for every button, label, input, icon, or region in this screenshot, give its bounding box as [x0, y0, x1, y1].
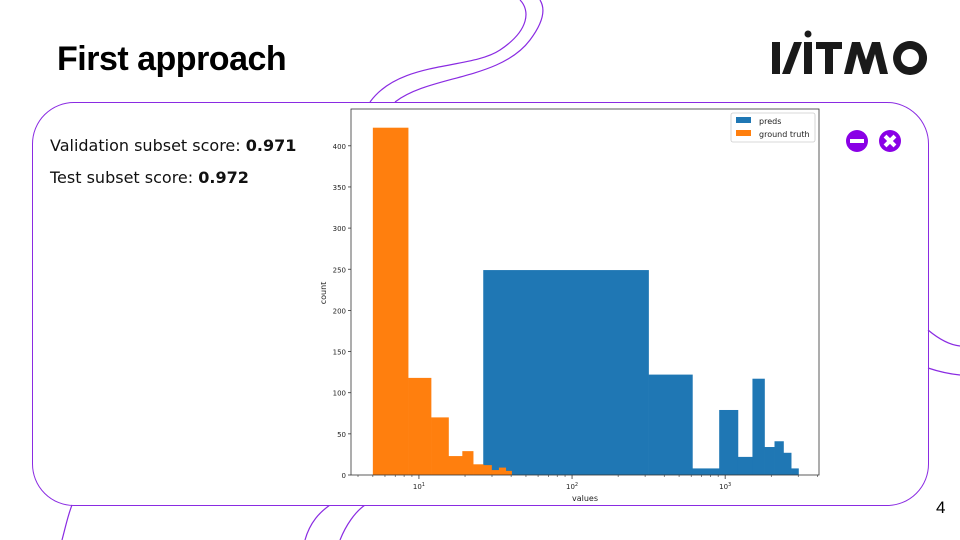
bar-preds-4 [737, 456, 753, 475]
bar-ground-truth-4 [462, 451, 474, 475]
legend: preds ground truth [730, 112, 816, 143]
bar-ground-truth-7 [491, 470, 500, 475]
x-tick-label: 101 [413, 482, 425, 491]
y-tick-label: 300 [333, 225, 346, 233]
bar-preds-7 [774, 441, 784, 475]
bar-ground-truth-0 [372, 127, 409, 475]
bar-ground-truth-8 [498, 467, 507, 475]
bar-preds-6 [764, 447, 775, 475]
y-tick-label: 250 [333, 266, 346, 274]
y-tick-label: 350 [333, 184, 346, 192]
minus-circle-icon[interactable] [846, 130, 868, 152]
slide-title: First approach [57, 40, 287, 78]
close-circle-icon[interactable] [879, 130, 901, 152]
bar-preds-2 [692, 468, 720, 475]
x-tick-label: 102 [566, 482, 578, 491]
x-tick-label: 103 [719, 482, 731, 491]
histogram-svg: 0 50 100 150 200 250 300 350 400 101 102 103 preds … [319, 108, 820, 503]
test-score-label: Test subset score: [50, 168, 199, 187]
test-score: Test subset score: 0.972 [50, 168, 249, 187]
bar-ground-truth-5 [473, 464, 484, 475]
legend-swatch-preds [736, 117, 751, 123]
y-tick-label: 150 [333, 349, 346, 357]
content-panel [32, 102, 929, 506]
validation-score: Validation subset score: 0.971 [50, 136, 296, 155]
y-tick-label: 200 [333, 307, 346, 315]
x-axis-label: values [572, 494, 598, 503]
bar-preds-5 [752, 378, 765, 475]
validation-score-label: Validation subset score: [50, 136, 246, 155]
bar-preds-1 [648, 374, 693, 475]
bar-preds-8 [783, 452, 792, 475]
y-axis-label: count [321, 282, 328, 305]
page-number: 4 [936, 498, 946, 517]
bar-preds-3 [719, 409, 739, 475]
validation-score-value: 0.971 [245, 136, 297, 155]
histogram-chart: 0 50 100 150 200 250 300 350 400 101 102 103 preds … [319, 105, 831, 505]
y-tick-label: 100 [333, 390, 346, 398]
bar-ground-truth-1 [408, 377, 432, 475]
y-tick-label: 50 [337, 431, 346, 439]
plot-frame [350, 108, 820, 476]
icon-group [846, 130, 901, 152]
bar-ground-truth-2 [431, 417, 449, 475]
legend-label-preds: preds [759, 117, 781, 126]
y-tick-label: 0 [342, 472, 346, 480]
bar-preds-0 [483, 270, 649, 475]
bar-ground-truth-9 [505, 470, 512, 475]
bar-ground-truth-6 [483, 465, 492, 475]
legend-label-ground-truth: ground truth [759, 130, 810, 139]
itmo-logo [772, 30, 932, 91]
bar-ground-truth-3 [448, 456, 463, 475]
bar-preds-9 [791, 468, 799, 475]
y-tick-label: 400 [333, 143, 346, 151]
legend-swatch-ground-truth [736, 130, 751, 136]
test-score-value: 0.972 [198, 168, 249, 187]
